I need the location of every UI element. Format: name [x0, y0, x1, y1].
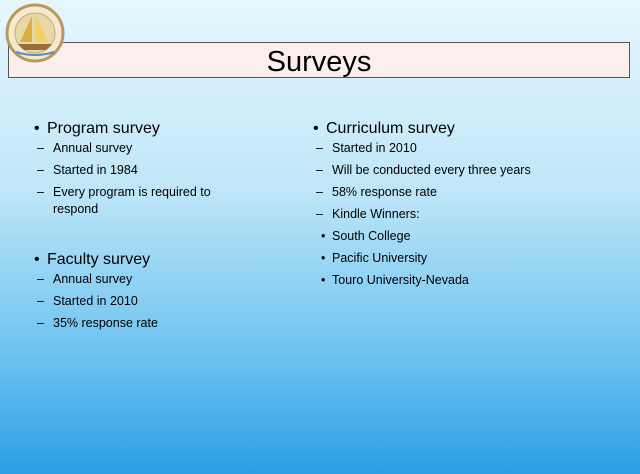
sub-sub-item: Touro University-Nevada [321, 272, 613, 289]
bullet-item: Curriculum survey [313, 118, 613, 140]
sub-item: 58% response rate [316, 184, 537, 201]
sub-item: Will be conducted every three years [316, 162, 537, 179]
sub-item: Annual survey [37, 140, 235, 157]
sub-list: Annual survey Started in 2010 35% response… [37, 271, 274, 332]
sub-item: Annual survey [37, 271, 235, 288]
bullet-item: Faculty survey [34, 249, 274, 271]
sub-item: Started in 1984 [37, 162, 235, 179]
logo [5, 3, 65, 63]
column: Program surveyAnnual surveyStarted in 19… [34, 118, 274, 363]
title-bar [8, 42, 630, 78]
column: Curriculum surveyStarted in 2010 Will be … [313, 118, 613, 320]
sub-sub-list: South College Pacific University Touro Uni… [321, 228, 613, 289]
bullet-item: Program survey [34, 118, 274, 140]
sub-item: Started in 2010 [37, 293, 235, 310]
sub-item: 35% response rate [37, 315, 235, 332]
sub-item: Started in 2010 [316, 140, 537, 157]
sub-list: Annual survey Started in 1984 Every progra… [37, 140, 274, 218]
sub-item: Kindle Winners: [316, 206, 537, 223]
slide-title: Surveys [266, 46, 372, 78]
sub-item: Every program is required to respond [37, 184, 235, 218]
sub-list: Started in 2010 Will be conducted every t… [316, 140, 613, 289]
sub-sub-item: Pacific University [321, 250, 613, 267]
sub-sub-item: South College [321, 228, 613, 245]
